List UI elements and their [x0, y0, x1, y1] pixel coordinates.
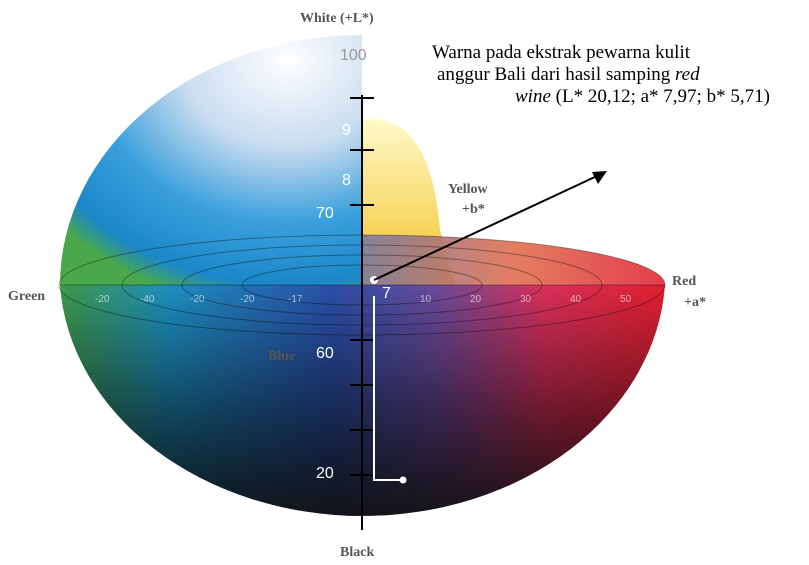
- axis-label: -40: [140, 294, 155, 305]
- label: Red: [672, 274, 696, 289]
- text: (L* 20,12; a* 7,97; b* 5,71): [556, 86, 770, 107]
- axis-label: 40: [570, 294, 582, 305]
- scale-label: 8: [342, 172, 351, 189]
- scale-label: 7: [382, 285, 391, 302]
- label: Black: [340, 545, 374, 560]
- scale-label: 20: [316, 465, 334, 482]
- axis-label: -20: [95, 294, 110, 305]
- axis-label: 20: [470, 294, 482, 305]
- label: Blue: [268, 349, 295, 364]
- label: Yellow: [448, 182, 489, 197]
- scale-label: 60: [316, 345, 334, 362]
- axis-label: -20: [190, 294, 205, 305]
- axis-label: -17: [288, 294, 303, 305]
- label: +b*: [462, 202, 485, 217]
- scale-label: 9: [342, 122, 351, 139]
- label: White (+L*): [300, 11, 374, 26]
- point: [400, 477, 407, 484]
- diagram: White (+L*) Black Green Blue Yellow +b* …: [0, 0, 809, 565]
- axis-label: -20: [240, 294, 255, 305]
- annotation: anggur Bali dari hasil samping red: [437, 64, 700, 85]
- axis-label: 10: [420, 294, 432, 305]
- scale-label: 70: [316, 205, 334, 222]
- label: +a*: [684, 295, 706, 310]
- annotation: Warna pada ekstrak pewarna kulit: [432, 42, 691, 63]
- label: Green: [8, 289, 45, 304]
- text: wine: [515, 86, 551, 107]
- axis-label: 50: [620, 294, 632, 305]
- text: red: [675, 64, 700, 85]
- scale-label: 100: [340, 47, 367, 64]
- text: anggur Bali dari hasil samping: [437, 64, 671, 85]
- axis-label: 30: [520, 294, 532, 305]
- annotation: wine (L* 20,12; a* 7,97; b* 5,71): [515, 86, 770, 107]
